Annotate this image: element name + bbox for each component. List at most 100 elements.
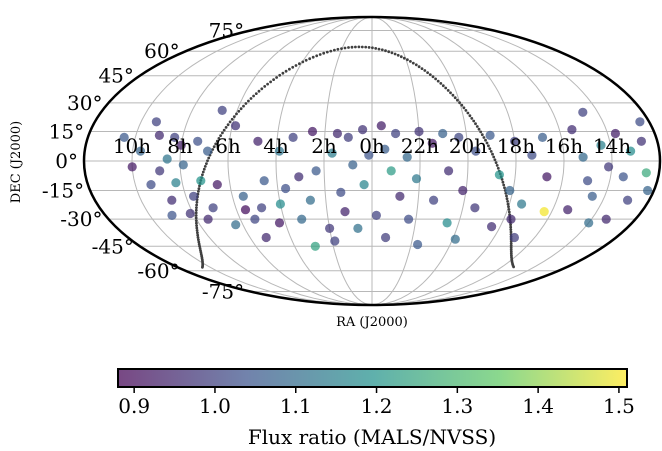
data-point — [601, 214, 611, 224]
y-axis-label: DEC (J2000) — [9, 121, 24, 203]
data-point — [517, 199, 527, 209]
data-point — [167, 210, 177, 220]
galactic-plane-dot — [503, 186, 506, 190]
galactic-plane-dot — [507, 210, 511, 214]
galactic-plane-dot — [195, 221, 198, 225]
ra-tick-label: 20h — [449, 134, 487, 158]
galactic-plane-dot — [509, 246, 513, 250]
galactic-plane-dot — [201, 170, 205, 174]
galactic-plane-dot — [257, 89, 261, 93]
galactic-plane-dot — [494, 161, 498, 165]
ra-tick-label: 4h — [263, 134, 289, 158]
galactic-plane-dot — [194, 216, 198, 220]
data-point — [358, 125, 368, 135]
galactic-plane-dot — [281, 71, 285, 75]
galactic-plane-dot — [198, 247, 202, 250]
colorbar-tick-label: 1.2 — [361, 394, 393, 418]
data-point — [364, 150, 374, 160]
galactic-plane-dot — [426, 71, 429, 74]
galactic-plane-dot — [221, 131, 224, 135]
ra-tick-label: 2h — [311, 134, 337, 158]
data-point — [395, 191, 405, 201]
data-point — [610, 128, 621, 139]
data-point — [578, 152, 588, 162]
data-point — [381, 232, 391, 243]
data-point — [176, 140, 186, 150]
galactic-plane-dot — [340, 47, 343, 50]
galactic-plane-dot — [491, 152, 494, 156]
sky-grid — [84, 16, 660, 306]
galactic-plane-dot — [414, 63, 418, 67]
galactic-plane-dot — [235, 112, 238, 116]
galactic-plane-dot — [449, 91, 452, 95]
galactic-plane-dot — [417, 65, 421, 69]
galactic-plane-dot — [482, 136, 486, 139]
galactic-plane-dot — [212, 145, 216, 149]
galactic-plane-dot — [195, 224, 199, 228]
galactic-plane-dot — [322, 51, 326, 55]
grid-meridian — [371, 16, 517, 306]
galactic-plane-dot — [479, 130, 483, 134]
galactic-plane-dot — [232, 115, 236, 118]
galactic-plane-dot — [480, 133, 484, 137]
galactic-plane-dot — [509, 250, 513, 254]
data-point — [643, 185, 653, 196]
grid-meridian — [227, 16, 373, 306]
galactic-plane-dot — [275, 76, 278, 79]
data-point — [414, 126, 424, 137]
galactic-plane-dot — [249, 97, 253, 100]
galactic-plane-dot — [308, 57, 312, 61]
data-point — [307, 126, 318, 137]
galactic-plane-dot — [367, 46, 371, 49]
dec-tick-label: -15° — [42, 179, 84, 203]
data-point — [250, 214, 260, 224]
colorbar-ticks: 0.9 1.0 1.1 1.2 1.3 1.4 1.5 — [118, 387, 635, 418]
ra-tick-label: 10h — [113, 134, 151, 158]
data-point — [151, 117, 161, 127]
ra-tick-label: 8h — [167, 134, 193, 158]
galactic-plane-dot — [509, 228, 513, 232]
galactic-plane-dot — [489, 150, 493, 153]
data-point — [332, 128, 342, 139]
galactic-plane-dot — [325, 50, 329, 54]
data-point — [310, 241, 320, 251]
galactic-plane-dot — [466, 111, 470, 115]
data-point — [274, 218, 285, 228]
galactic-plane-dot — [487, 144, 490, 148]
galactic-plane-dot — [477, 127, 481, 131]
galactic-plane-dot — [509, 230, 513, 234]
colorbar-tick-label: 1.5 — [603, 394, 635, 418]
ra-tick-labels: 10h 8h 6h 4h 2h 0h 22h 20h 18h 16h 14h — [113, 134, 631, 158]
data-point — [193, 136, 203, 146]
galactic-plane-dot — [420, 67, 424, 70]
grid-meridian — [179, 16, 373, 306]
data-point — [359, 180, 369, 190]
data-point — [411, 174, 422, 184]
data-point — [203, 214, 213, 224]
galactic-plane-dot — [239, 107, 243, 111]
data-point — [343, 132, 353, 142]
data-point — [635, 117, 645, 127]
colorbar-tick-label: 1.0 — [199, 394, 231, 418]
galactic-plane-dot — [195, 206, 198, 210]
galactic-plane-dot — [291, 65, 295, 69]
galactic-plane-dot — [387, 50, 391, 54]
ra-tick-label: 18h — [497, 134, 535, 158]
galactic-plane-dot — [228, 120, 232, 124]
data-point — [618, 172, 628, 182]
galactic-plane-dot — [206, 159, 209, 163]
data-point — [509, 136, 520, 146]
data-point — [185, 208, 195, 219]
galactic-plane-dot — [431, 75, 435, 79]
galactic-plane-dot — [205, 162, 208, 166]
ra-tick-label: 6h — [215, 134, 241, 158]
galactic-plane-dot — [509, 223, 512, 227]
colorbar-tick-label: 1.3 — [441, 394, 473, 418]
data-point — [275, 199, 285, 209]
dec-tick-label: -30° — [60, 207, 102, 231]
data-point — [454, 132, 464, 142]
data-point — [471, 146, 481, 156]
data-point — [208, 203, 218, 213]
galactic-plane-dot — [495, 164, 499, 167]
data-point — [494, 170, 504, 180]
